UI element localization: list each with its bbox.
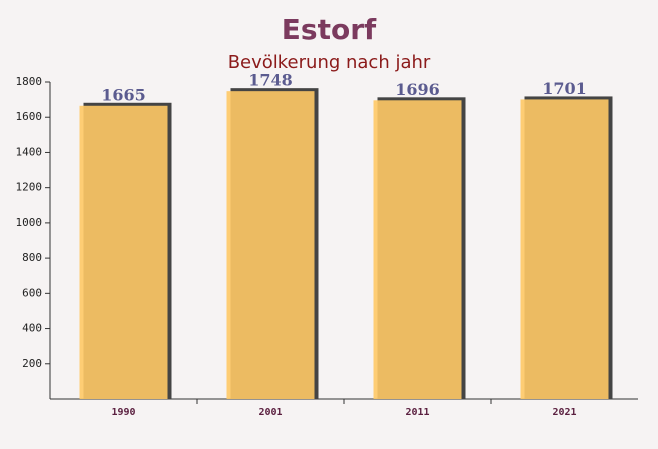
chart-title: Estorf xyxy=(282,13,377,46)
x-tick-label: 2011 xyxy=(405,407,429,418)
y-tick-label: 400 xyxy=(22,322,42,335)
y-tick-label: 800 xyxy=(22,251,42,264)
chart-subtitle: Bevölkerung nach jahr xyxy=(228,52,431,73)
y-tick-label: 1800 xyxy=(16,75,43,88)
bar xyxy=(79,105,168,400)
value-label: 1665 xyxy=(101,85,146,104)
bar xyxy=(520,99,609,399)
y-tick-label: 1000 xyxy=(16,216,43,229)
y-tick-label: 1200 xyxy=(16,181,43,194)
bar xyxy=(373,100,462,399)
bar xyxy=(226,91,315,399)
value-label: 1696 xyxy=(395,80,440,99)
value-label: 1701 xyxy=(542,79,587,98)
y-tick-label: 600 xyxy=(22,286,42,299)
value-label: 1748 xyxy=(248,71,293,90)
y-tick-label: 1600 xyxy=(16,110,43,123)
x-tick-label: 2001 xyxy=(258,407,282,418)
x-tick-label: 2021 xyxy=(552,407,576,418)
y-tick-label: 1400 xyxy=(16,145,43,158)
y-tick-label: 200 xyxy=(22,357,42,370)
x-tick-label: 1990 xyxy=(111,407,135,418)
